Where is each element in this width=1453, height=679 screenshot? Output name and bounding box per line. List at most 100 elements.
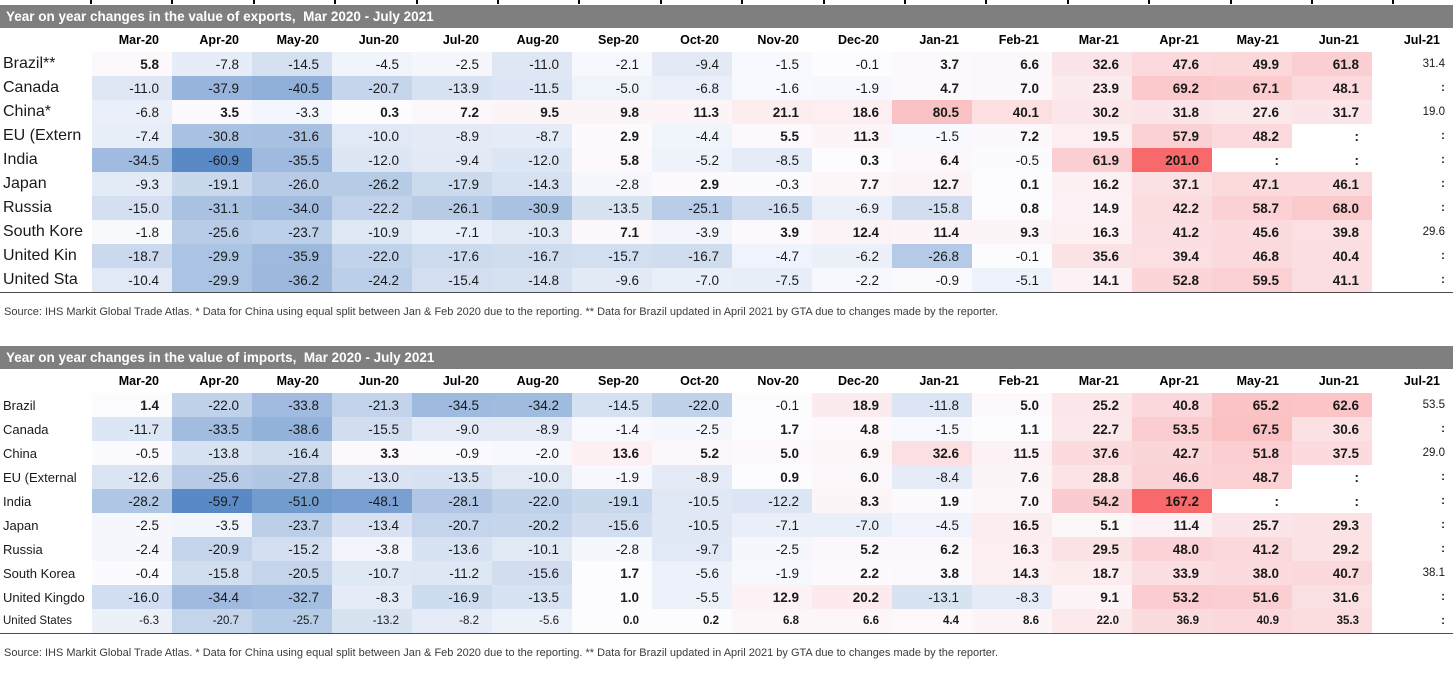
data-cell[interactable]: -9.4 bbox=[652, 52, 732, 76]
data-cell[interactable]: -11.0 bbox=[92, 76, 172, 100]
data-cell[interactable]: : bbox=[1441, 591, 1445, 603]
data-cell[interactable]: -12.2 bbox=[732, 489, 812, 513]
data-cell[interactable]: 6.9 bbox=[812, 441, 892, 465]
data-cell[interactable]: 9.5 bbox=[492, 100, 572, 124]
data-cell[interactable]: 58.7 bbox=[1212, 196, 1292, 220]
data-cell[interactable]: -16.5 bbox=[732, 196, 812, 220]
row-label[interactable]: Brazil bbox=[3, 397, 36, 413]
data-cell[interactable]: 53.5 bbox=[1132, 417, 1212, 441]
data-cell[interactable]: -0.3 bbox=[732, 172, 812, 196]
data-cell[interactable]: 40.7 bbox=[1292, 561, 1372, 585]
data-cell[interactable]: -13.5 bbox=[412, 465, 492, 489]
data-cell[interactable]: -7.1 bbox=[732, 513, 812, 537]
data-cell[interactable]: -2.2 bbox=[812, 268, 892, 293]
data-cell[interactable]: -18.7 bbox=[92, 244, 172, 268]
column-header-jun-21[interactable]: Jun-21 bbox=[1318, 374, 1359, 388]
data-cell[interactable]: 57.9 bbox=[1132, 124, 1212, 148]
row-label[interactable]: India bbox=[3, 493, 32, 509]
column-header-aug-20[interactable]: Aug-20 bbox=[516, 33, 559, 47]
data-cell[interactable]: -3.3 bbox=[252, 100, 332, 124]
data-cell[interactable]: 9.1 bbox=[1052, 585, 1132, 609]
data-cell[interactable]: -26.1 bbox=[412, 196, 492, 220]
data-cell[interactable]: 12.7 bbox=[892, 172, 972, 196]
data-cell[interactable]: -22.2 bbox=[332, 196, 412, 220]
data-cell[interactable]: 7.0 bbox=[972, 76, 1052, 100]
data-cell[interactable]: -6.8 bbox=[652, 76, 732, 100]
data-cell[interactable]: 4.7 bbox=[892, 76, 972, 100]
data-cell[interactable]: -34.4 bbox=[172, 585, 252, 609]
data-cell[interactable]: -0.4 bbox=[92, 561, 172, 585]
data-cell[interactable]: -6.9 bbox=[812, 196, 892, 220]
data-cell[interactable]: -13.5 bbox=[492, 585, 572, 609]
data-cell[interactable]: 3.8 bbox=[892, 561, 972, 585]
data-cell[interactable]: : bbox=[1274, 493, 1280, 509]
data-cell[interactable]: 3.9 bbox=[732, 220, 812, 244]
data-cell[interactable]: 20.2 bbox=[812, 585, 892, 609]
data-cell[interactable]: 2.9 bbox=[572, 124, 652, 148]
data-cell[interactable]: : bbox=[1354, 128, 1360, 144]
data-cell[interactable]: 25.7 bbox=[1212, 513, 1292, 537]
data-cell[interactable]: 8.6 bbox=[972, 609, 1052, 634]
data-cell[interactable]: -11.8 bbox=[892, 393, 972, 417]
data-cell[interactable]: 2.2 bbox=[812, 561, 892, 585]
data-cell[interactable]: -0.9 bbox=[412, 441, 492, 465]
data-cell[interactable]: -0.1 bbox=[732, 393, 812, 417]
data-cell[interactable]: -3.5 bbox=[172, 513, 252, 537]
column-header-may-21[interactable]: May-21 bbox=[1236, 374, 1279, 388]
data-cell[interactable]: 6.6 bbox=[972, 52, 1052, 76]
data-cell[interactable]: -13.1 bbox=[892, 585, 972, 609]
data-cell[interactable]: -2.1 bbox=[572, 52, 652, 76]
data-cell[interactable]: 30.2 bbox=[1052, 100, 1132, 124]
data-cell[interactable]: -1.5 bbox=[732, 52, 812, 76]
data-cell[interactable]: 35.3 bbox=[1292, 609, 1372, 634]
data-cell[interactable]: 9.8 bbox=[572, 100, 652, 124]
data-cell[interactable]: -13.8 bbox=[172, 441, 252, 465]
data-cell[interactable]: -15.4 bbox=[412, 268, 492, 293]
data-cell[interactable]: 31.7 bbox=[1292, 100, 1372, 124]
data-cell[interactable]: -20.7 bbox=[172, 609, 252, 634]
data-cell[interactable]: 3.3 bbox=[332, 441, 412, 465]
data-cell[interactable]: 3.7 bbox=[892, 52, 972, 76]
data-cell[interactable]: 5.2 bbox=[652, 441, 732, 465]
column-header-mar-20[interactable]: Mar-20 bbox=[118, 33, 159, 47]
data-cell[interactable]: 40.9 bbox=[1212, 609, 1292, 634]
data-cell[interactable]: -10.4 bbox=[92, 268, 172, 293]
data-cell[interactable]: 29.6 bbox=[1422, 226, 1445, 238]
data-cell[interactable]: -2.8 bbox=[572, 172, 652, 196]
data-cell[interactable]: -13.9 bbox=[412, 76, 492, 100]
column-header-sep-20[interactable]: Sep-20 bbox=[598, 374, 639, 388]
data-cell[interactable]: -2.5 bbox=[652, 417, 732, 441]
data-cell[interactable]: 1.1 bbox=[972, 417, 1052, 441]
data-cell[interactable]: -5.6 bbox=[492, 609, 572, 634]
data-cell[interactable]: -5.0 bbox=[572, 76, 652, 100]
data-cell[interactable]: 42.2 bbox=[1132, 196, 1212, 220]
data-cell[interactable]: 36.9 bbox=[1132, 609, 1212, 634]
data-cell[interactable]: 1.7 bbox=[732, 417, 812, 441]
column-header-dec-20[interactable]: Dec-20 bbox=[838, 33, 879, 47]
data-cell[interactable]: 61.9 bbox=[1052, 148, 1132, 172]
data-cell[interactable]: 38.1 bbox=[1422, 567, 1445, 579]
data-cell[interactable]: -9.4 bbox=[412, 148, 492, 172]
data-cell[interactable]: -3.9 bbox=[652, 220, 732, 244]
data-cell[interactable]: -20.7 bbox=[332, 76, 412, 100]
data-cell[interactable]: 38.0 bbox=[1212, 561, 1292, 585]
data-cell[interactable]: -8.3 bbox=[972, 585, 1052, 609]
data-cell[interactable]: 37.5 bbox=[1292, 441, 1372, 465]
data-cell[interactable]: 67.5 bbox=[1212, 417, 1292, 441]
data-cell[interactable]: -6.8 bbox=[92, 100, 172, 124]
data-cell[interactable]: 41.2 bbox=[1132, 220, 1212, 244]
data-cell[interactable]: 0.2 bbox=[652, 609, 732, 634]
data-cell[interactable]: -29.9 bbox=[172, 244, 252, 268]
data-cell[interactable]: 0.8 bbox=[972, 196, 1052, 220]
data-cell[interactable]: 59.5 bbox=[1212, 268, 1292, 293]
data-cell[interactable]: -7.5 bbox=[732, 268, 812, 293]
row-label[interactable]: Canada bbox=[3, 421, 49, 437]
data-cell[interactable]: -10.5 bbox=[652, 489, 732, 513]
data-cell[interactable]: -4.7 bbox=[732, 244, 812, 268]
data-cell[interactable]: -13.2 bbox=[332, 609, 412, 634]
data-cell[interactable]: -16.4 bbox=[252, 441, 332, 465]
data-cell[interactable]: 13.6 bbox=[572, 441, 652, 465]
data-cell[interactable]: -15.2 bbox=[252, 537, 332, 561]
data-cell[interactable]: -26.8 bbox=[892, 244, 972, 268]
data-cell[interactable]: 167.2 bbox=[1132, 489, 1212, 513]
